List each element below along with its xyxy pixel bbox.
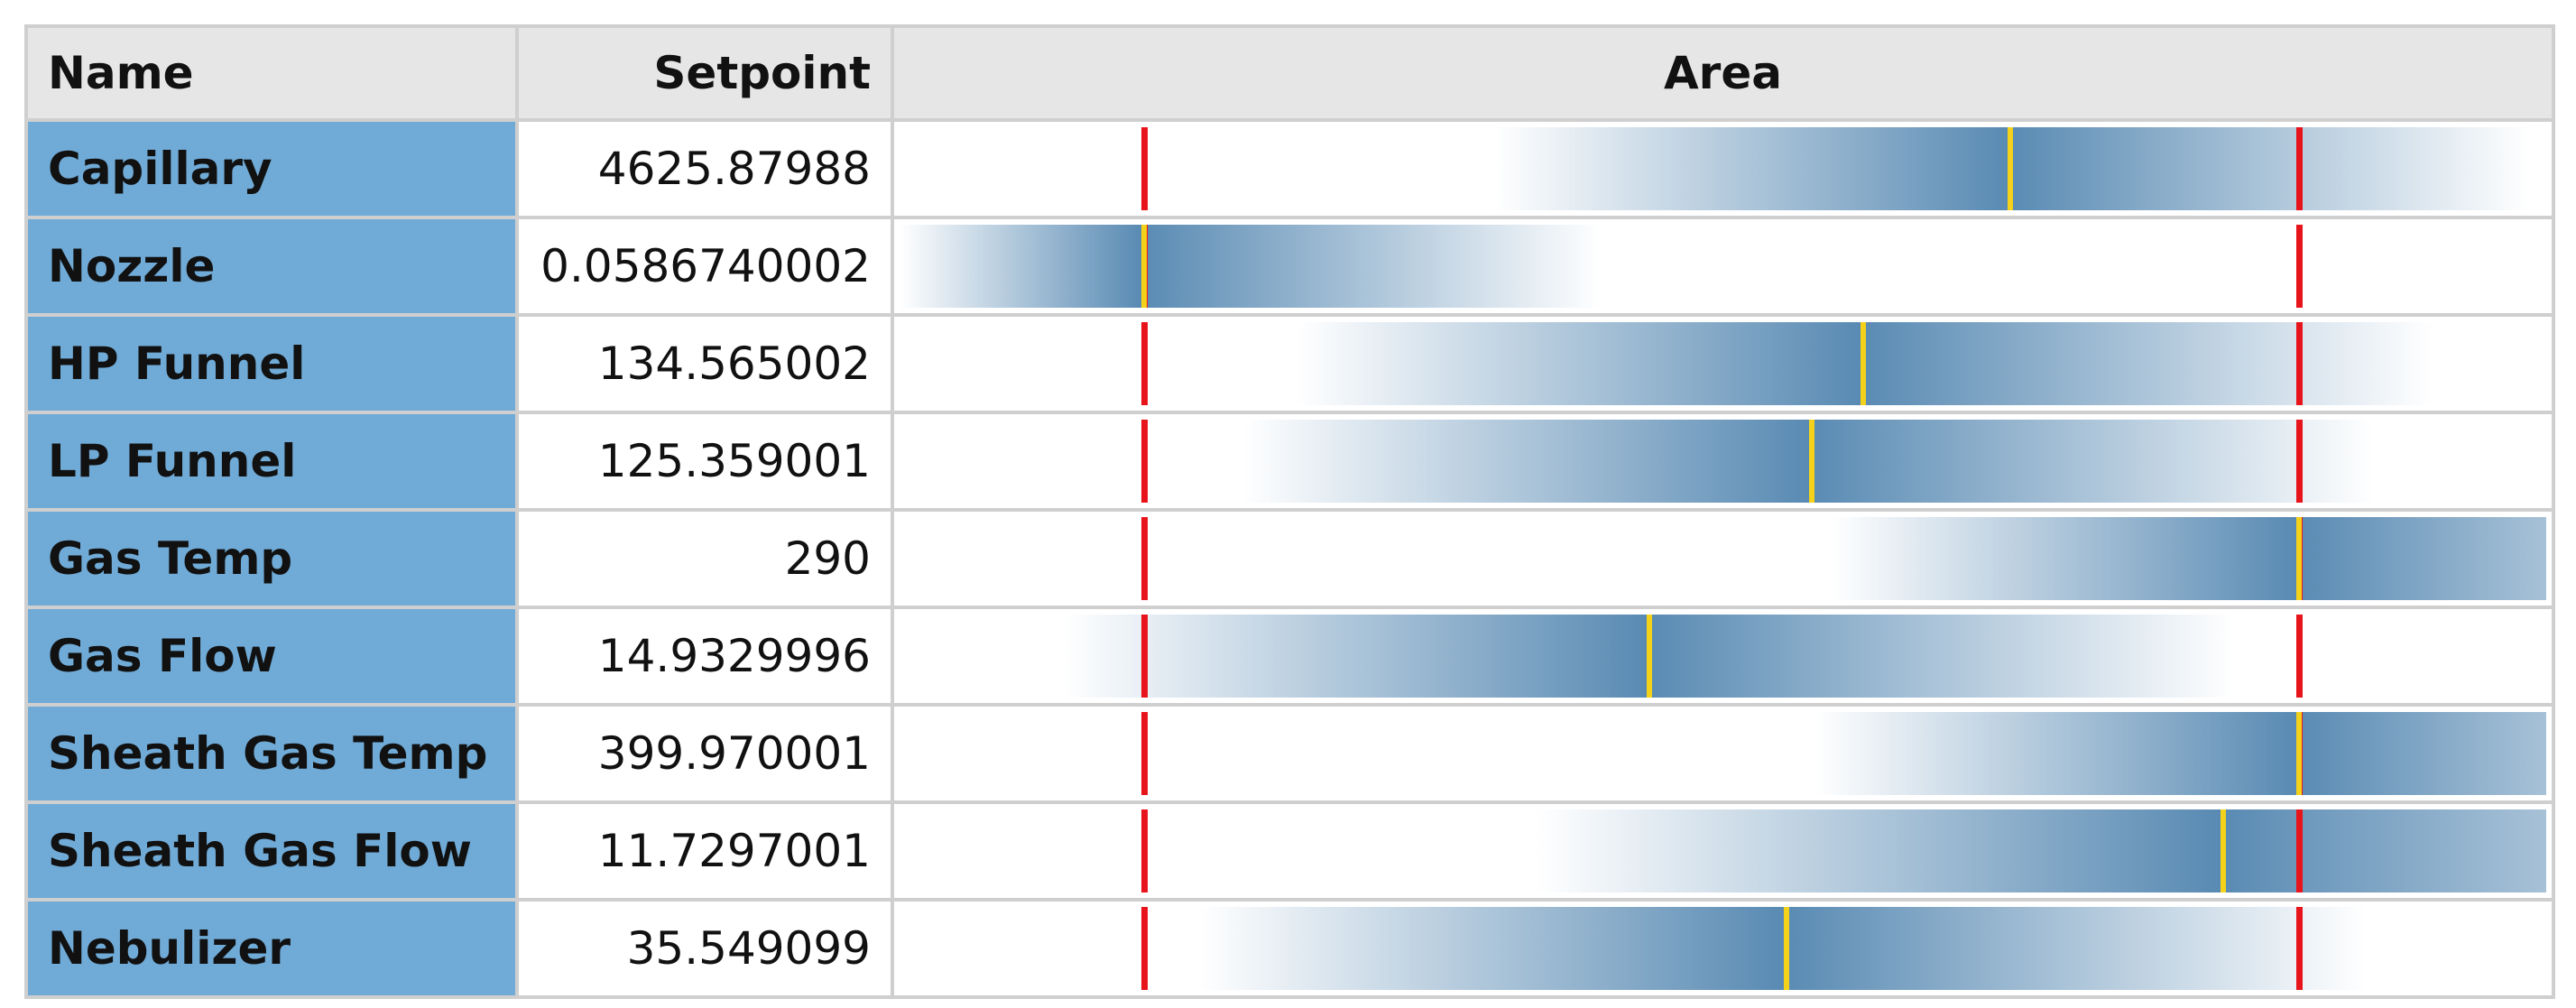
setpoint-cell: 290: [519, 512, 891, 606]
setpoint-marker: [1140, 225, 1147, 308]
range-band: [1199, 907, 2367, 990]
limit-line: [2296, 322, 2304, 405]
table-row[interactable]: Sheath Gas Temp 399.970001: [28, 707, 2552, 800]
table-row[interactable]: HP Funnel 134.565002: [28, 317, 2552, 411]
limit-line: [1140, 127, 1148, 210]
table-row[interactable]: Gas Temp 290: [28, 512, 2552, 606]
setpoint-marker: [1646, 615, 1652, 698]
setpoint-cell: 14.9329996: [519, 609, 891, 703]
setpoint-cell: 4625.87988: [519, 122, 891, 216]
header-row: Name Setpoint Area: [28, 28, 2552, 118]
area-cell: [894, 707, 2552, 800]
limit-line: [1140, 517, 1148, 600]
table-row[interactable]: Gas Flow 14.9329996: [28, 609, 2552, 703]
limit-line: [1140, 420, 1148, 503]
header-cell[interactable]: Name: [28, 28, 515, 118]
setpoint-cell: 35.549099: [519, 902, 891, 995]
setpoint-cell: 399.970001: [519, 707, 891, 800]
header-cell[interactable]: Area: [894, 28, 2552, 118]
name-cell: Sheath Gas Flow: [28, 804, 515, 898]
table-row[interactable]: LP Funnel 125.359001: [28, 414, 2552, 508]
area-cell: [894, 609, 2552, 703]
table-row[interactable]: Nebulizer 35.549099: [28, 902, 2552, 995]
setpoint-cell: 134.565002: [519, 317, 891, 411]
limit-line: [1140, 907, 1148, 990]
area-cell: [894, 122, 2552, 216]
name-cell: Capillary: [28, 122, 515, 216]
setpoint-cell: 0.0586740002: [519, 219, 891, 313]
setpoint-cell: 11.7297001: [519, 804, 891, 898]
range-band: [1830, 517, 2547, 600]
setpoint-marker: [2296, 517, 2303, 600]
area-cell: [894, 902, 2552, 995]
range-band: [1815, 712, 2547, 795]
limit-line: [1140, 322, 1148, 405]
area-cell: [894, 317, 2552, 411]
limit-line: [1140, 809, 1148, 892]
range-band: [1535, 809, 2547, 892]
parameter-table: Name Setpoint Area Capillary 4625.87988 No…: [24, 24, 2555, 999]
name-cell: Gas Flow: [28, 609, 515, 703]
name-cell: Nebulizer: [28, 902, 515, 995]
setpoint-marker: [2008, 127, 2014, 210]
limit-line: [1140, 712, 1148, 795]
range-band: [899, 225, 1602, 308]
name-cell: HP Funnel: [28, 317, 515, 411]
limit-line: [2296, 809, 2304, 892]
area-cell: [894, 414, 2552, 508]
setpoint-marker: [1784, 907, 1790, 990]
setpoint-marker: [1809, 420, 1815, 503]
area-cell: [894, 219, 2552, 313]
setpoint-cell: 125.359001: [519, 414, 891, 508]
table-body: Capillary 4625.87988 Nozzle 0.0586740002 HP …: [28, 122, 2552, 995]
table-row[interactable]: Capillary 4625.87988: [28, 122, 2552, 216]
setpoint-marker: [2220, 809, 2226, 892]
range-band: [1242, 420, 2375, 503]
setpoint-marker: [1860, 322, 1866, 405]
table-row[interactable]: Sheath Gas Flow 11.7297001: [28, 804, 2552, 898]
name-cell: LP Funnel: [28, 414, 515, 508]
setpoint-marker: [2296, 712, 2303, 795]
header-cell[interactable]: Setpoint: [519, 28, 891, 118]
name-cell: Gas Temp: [28, 512, 515, 606]
name-cell: Nozzle: [28, 219, 515, 313]
limit-line: [1140, 615, 1148, 698]
limit-line: [2296, 420, 2304, 503]
limit-line: [2296, 615, 2304, 698]
area-cell: [894, 512, 2552, 606]
limit-line: [2296, 127, 2304, 210]
limit-line: [2296, 907, 2304, 990]
limit-line: [2296, 225, 2304, 308]
table-row[interactable]: Nozzle 0.0586740002: [28, 219, 2552, 313]
area-cell: [894, 804, 2552, 898]
name-cell: Sheath Gas Temp: [28, 707, 515, 800]
